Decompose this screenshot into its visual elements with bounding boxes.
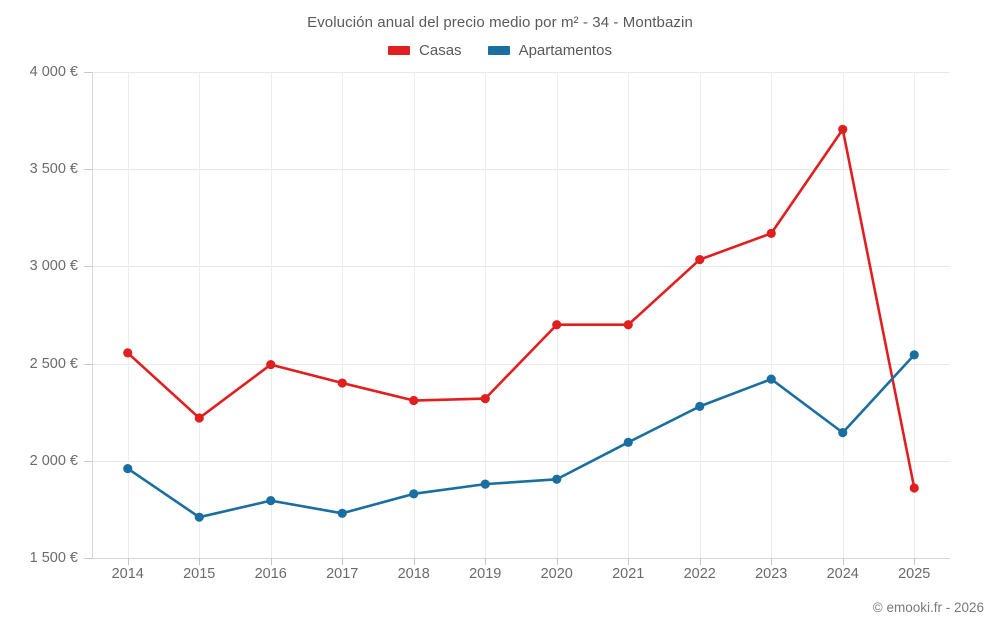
data-point[interactable] — [480, 479, 490, 489]
data-point[interactable] — [623, 437, 633, 447]
gridline-vertical — [342, 72, 344, 558]
x-tick-label: 2019 — [469, 566, 502, 582]
data-point[interactable] — [695, 254, 705, 265]
y-tick-mark — [84, 460, 92, 462]
gridline-vertical — [199, 72, 201, 558]
y-tick-mark — [84, 558, 92, 559]
data-point[interactable] — [623, 320, 633, 330]
y-tick-mark — [84, 169, 92, 171]
y-tick-mark — [84, 363, 92, 365]
data-point[interactable] — [909, 483, 919, 493]
gridline-horizontal — [92, 460, 950, 462]
x-tick-label: 2023 — [755, 566, 788, 582]
gridline-vertical — [628, 72, 630, 558]
gridline-vertical — [699, 72, 701, 558]
x-tick-mark — [413, 558, 415, 565]
x-tick-label: 2024 — [826, 566, 859, 582]
x-axis-line — [92, 558, 950, 559]
x-tick-label: 2016 — [254, 566, 287, 582]
data-point[interactable] — [838, 124, 848, 134]
credit-text: © emooki.fr - 2026 — [872, 600, 984, 615]
x-tick-label: 2017 — [326, 566, 359, 582]
y-tick-mark — [84, 72, 92, 73]
series-line-apartamentos — [126, 353, 916, 519]
gridline-horizontal — [92, 72, 950, 73]
x-tick-mark — [199, 558, 201, 565]
gridline-horizontal — [92, 266, 950, 268]
data-point[interactable] — [695, 401, 705, 411]
series-line-casas — [126, 128, 916, 490]
data-point[interactable] — [409, 395, 419, 406]
data-point[interactable] — [266, 496, 276, 506]
x-tick-label: 2015 — [183, 566, 216, 582]
y-tick-label: 3 000 € — [29, 258, 78, 275]
x-tick-label: 2025 — [898, 566, 931, 582]
y-tick-label: 2 000 € — [29, 452, 78, 469]
y-tick-label: 4 000 € — [29, 64, 78, 80]
x-tick-label: 2022 — [683, 566, 716, 582]
y-axis-line — [92, 72, 93, 558]
y-tick-mark — [84, 266, 92, 268]
x-tick-mark — [628, 558, 630, 565]
data-point[interactable] — [838, 428, 848, 438]
gridline-vertical — [485, 72, 487, 558]
x-tick-mark — [842, 558, 844, 565]
chart-legend: Casas Apartamentos — [0, 42, 1000, 59]
data-point[interactable] — [337, 508, 347, 518]
x-tick-mark — [699, 558, 701, 565]
data-point[interactable] — [766, 228, 776, 238]
x-tick-mark — [127, 558, 129, 565]
data-point[interactable] — [194, 512, 204, 522]
x-tick-mark — [771, 558, 773, 565]
gridline-vertical — [771, 72, 773, 558]
data-point[interactable] — [909, 350, 919, 360]
data-point[interactable] — [552, 474, 562, 484]
legend-swatch-apartamentos — [487, 46, 510, 55]
data-point[interactable] — [409, 489, 419, 499]
x-tick-label: 2020 — [540, 566, 573, 582]
x-tick-label: 2018 — [397, 566, 430, 582]
data-point[interactable] — [123, 463, 133, 474]
data-point[interactable] — [480, 393, 490, 404]
gridline-vertical — [127, 72, 129, 558]
gridline-vertical — [556, 72, 558, 558]
gridline-horizontal — [92, 169, 950, 171]
legend-label-casas: Casas — [419, 42, 462, 59]
y-tick-label: 3 500 € — [29, 161, 78, 178]
data-point[interactable] — [123, 348, 133, 358]
chart-title: Evolución anual del precio medio por m² … — [307, 14, 693, 31]
gridline-horizontal — [92, 363, 950, 365]
legend-item-casas[interactable]: Casas — [388, 42, 462, 59]
gridline-vertical — [413, 72, 415, 558]
legend-swatch-casas — [388, 46, 411, 55]
x-tick-mark — [270, 558, 272, 565]
data-point[interactable] — [552, 320, 562, 330]
gridline-vertical — [842, 72, 844, 558]
legend-item-apartamentos[interactable]: Apartamentos — [487, 42, 612, 59]
data-point[interactable] — [337, 378, 347, 388]
data-point[interactable] — [194, 413, 204, 423]
x-tick-mark — [342, 558, 344, 565]
x-tick-mark — [485, 558, 487, 565]
x-tick-label: 2014 — [111, 566, 144, 582]
x-tick-mark — [914, 558, 916, 565]
data-point[interactable] — [766, 374, 776, 384]
gridline-vertical — [270, 72, 272, 558]
legend-label-apartamentos: Apartamentos — [518, 42, 612, 59]
gridline-vertical — [914, 72, 916, 558]
data-point[interactable] — [266, 359, 276, 370]
x-tick-label: 2021 — [612, 566, 645, 582]
y-tick-label: 2 500 € — [29, 355, 78, 372]
x-tick-mark — [556, 558, 558, 565]
y-tick-label: 1 500 € — [29, 550, 78, 566]
